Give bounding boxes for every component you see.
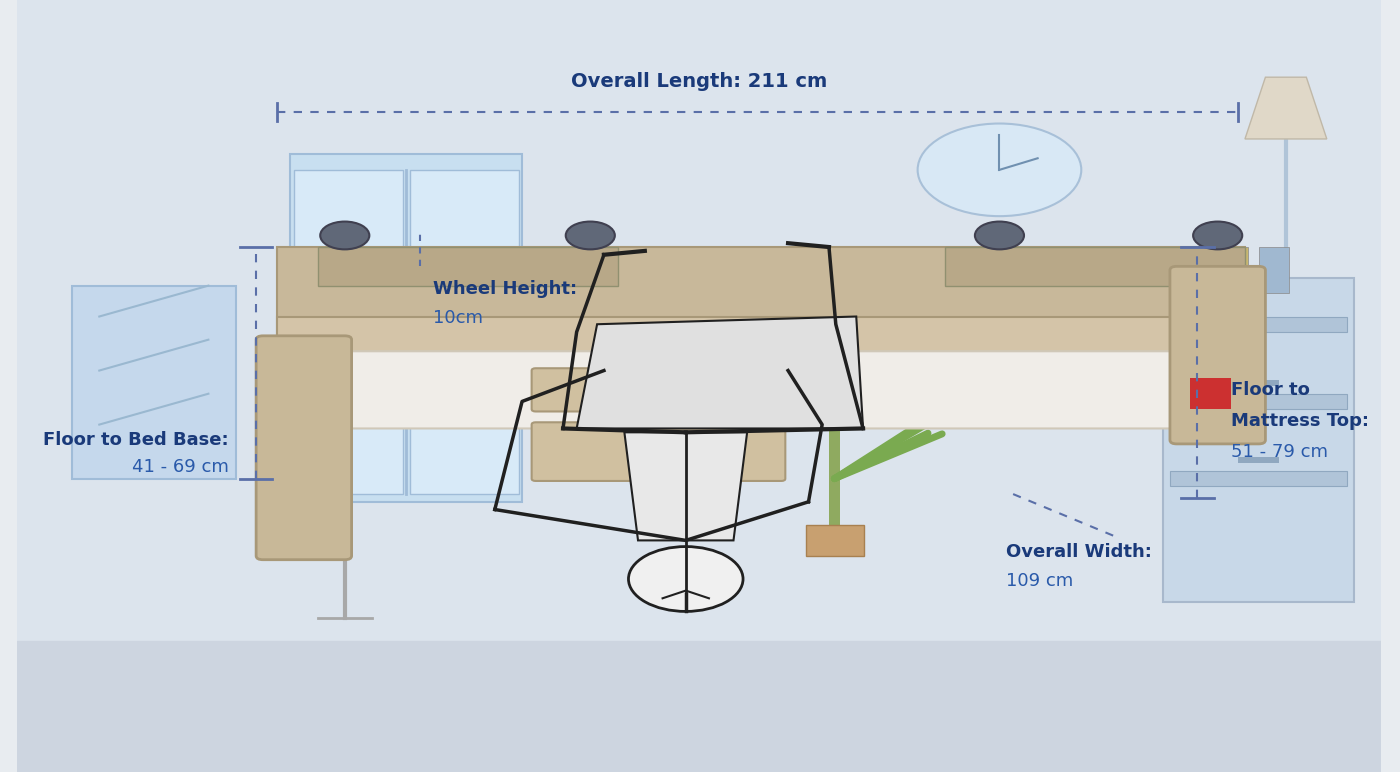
Bar <box>1238 457 1280 463</box>
FancyBboxPatch shape <box>277 247 1245 417</box>
Text: Floor to: Floor to <box>1232 381 1310 399</box>
Text: Overall Length: 211 cm: Overall Length: 211 cm <box>571 72 827 90</box>
Bar <box>318 247 617 286</box>
Bar <box>277 317 1245 363</box>
Text: Floor to Bed Base:: Floor to Bed Base: <box>43 431 228 449</box>
Bar <box>806 525 864 556</box>
Bar <box>945 247 1245 286</box>
Circle shape <box>566 222 615 249</box>
Text: Mattress Top:: Mattress Top: <box>1232 411 1369 430</box>
Bar <box>1218 247 1247 293</box>
Polygon shape <box>1245 77 1327 139</box>
Bar <box>1238 380 1280 386</box>
Circle shape <box>917 124 1081 216</box>
Bar <box>1163 278 1354 602</box>
FancyBboxPatch shape <box>532 422 785 481</box>
Bar <box>17 641 1382 772</box>
FancyBboxPatch shape <box>1170 266 1266 444</box>
FancyBboxPatch shape <box>532 368 785 411</box>
Text: 109 cm: 109 cm <box>1007 571 1074 590</box>
Bar <box>1190 378 1232 409</box>
Bar <box>1170 471 1347 486</box>
Bar <box>17 0 1382 679</box>
Bar <box>294 170 403 494</box>
FancyBboxPatch shape <box>290 154 522 502</box>
Circle shape <box>321 222 370 249</box>
Text: 10cm: 10cm <box>434 309 483 327</box>
FancyBboxPatch shape <box>283 351 1238 428</box>
Circle shape <box>974 222 1023 249</box>
Bar <box>829 425 840 540</box>
Bar <box>1170 317 1347 332</box>
Polygon shape <box>624 432 748 540</box>
Text: Wheel Height:: Wheel Height: <box>434 280 578 299</box>
Circle shape <box>629 547 743 611</box>
Text: Overall Width:: Overall Width: <box>1007 543 1152 561</box>
Polygon shape <box>577 317 862 428</box>
Bar <box>1259 247 1288 293</box>
Text: 51 - 79 cm: 51 - 79 cm <box>1232 442 1329 461</box>
Bar <box>1170 394 1347 409</box>
FancyBboxPatch shape <box>256 336 351 560</box>
Bar <box>1177 247 1207 293</box>
Bar <box>410 170 519 494</box>
Bar <box>71 286 235 479</box>
Text: 41 - 69 cm: 41 - 69 cm <box>132 458 228 476</box>
Circle shape <box>1193 222 1242 249</box>
